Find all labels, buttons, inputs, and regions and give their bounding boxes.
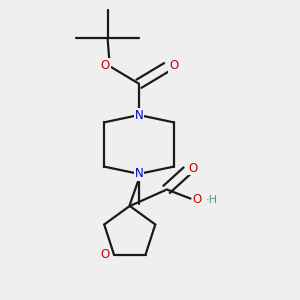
Text: O: O xyxy=(100,248,110,261)
Text: N: N xyxy=(135,109,143,122)
Text: O: O xyxy=(193,193,202,206)
Text: N: N xyxy=(135,167,143,180)
Text: ·H: ·H xyxy=(206,195,218,205)
Text: O: O xyxy=(100,59,110,72)
Text: O: O xyxy=(169,59,178,72)
Text: O: O xyxy=(189,161,198,175)
